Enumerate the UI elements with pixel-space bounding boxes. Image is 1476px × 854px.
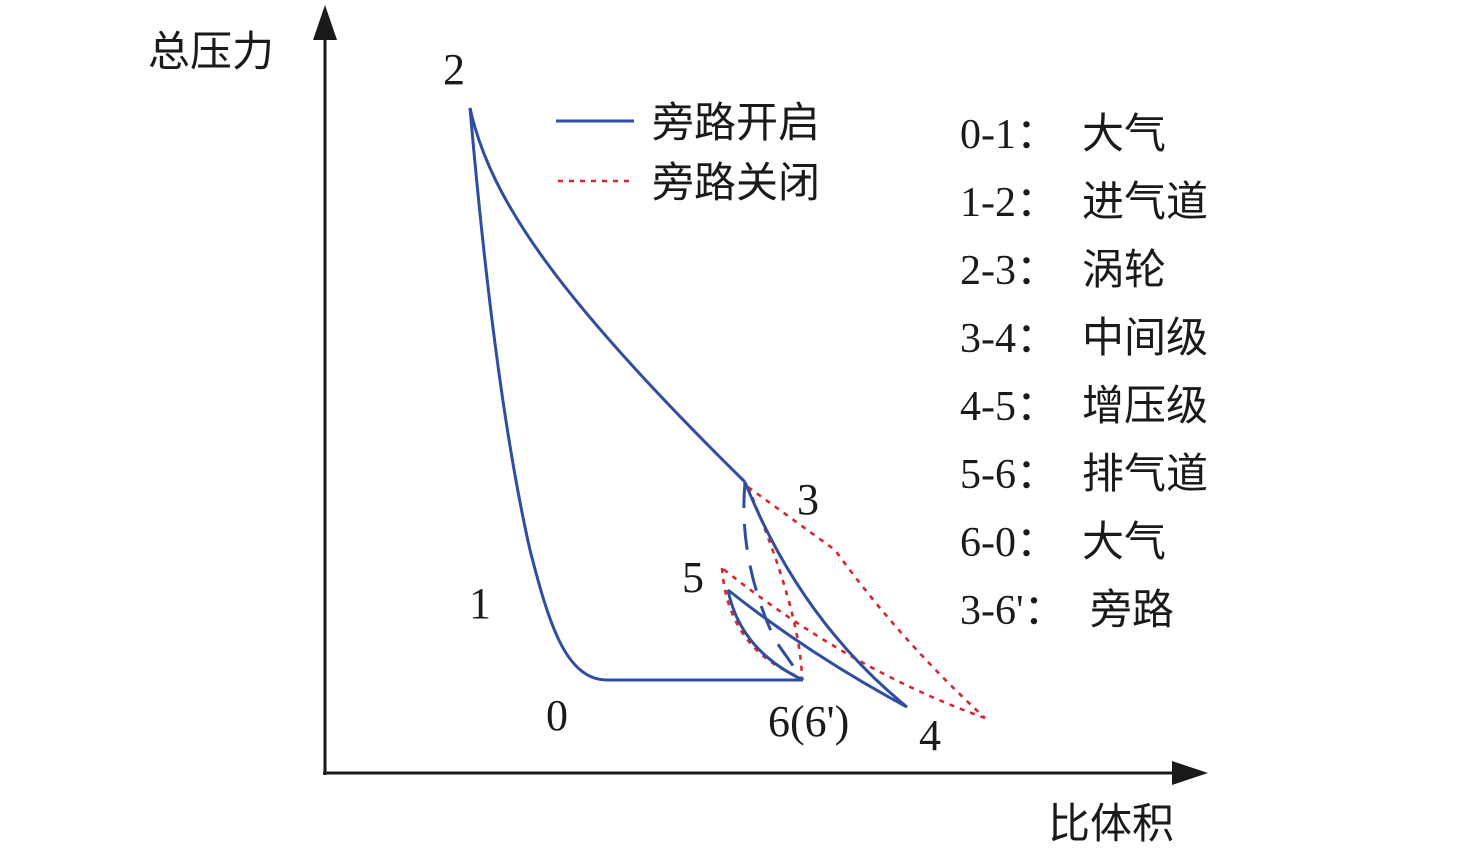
stage-item: 2-3： 涡轮 [960, 245, 1166, 294]
stage-range: 0-1： [960, 112, 1058, 158]
state-point-labels: 0 1 2 3 4 5 6(6') [443, 45, 941, 760]
open-path-5-6 [726, 589, 804, 682]
stage-item: 0-1： 大气 [960, 109, 1166, 158]
open-path-2-3 [468, 107, 747, 484]
y-axis-label: 总压力 [148, 27, 274, 76]
y-axis-arrow [313, 5, 337, 40]
stage-item: 4-5： 增压级 [960, 381, 1208, 430]
stage-list: 0-1： 大气 1-2： 进气道 2-3： 涡轮 3-4： 中间级 4-5： 增压级 5-… [960, 109, 1208, 634]
stage-range: 3-6'： [960, 588, 1066, 634]
x-axis-label: 比体积 [1048, 799, 1174, 848]
open-path-bypass-3-6 [742, 481, 805, 681]
open-path-3-4 [743, 481, 908, 709]
stage-range: 5-6： [960, 452, 1058, 498]
stage-range: 1-2： [960, 180, 1058, 226]
stage-name: 排气道 [1082, 449, 1208, 498]
axes: 总压力 比体积 [148, 5, 1208, 848]
stage-item: 3-4： 中间级 [960, 313, 1208, 362]
stage-name: 增压级 [1082, 381, 1208, 430]
stage-name: 旁路 [1090, 585, 1174, 634]
stage-name: 进气道 [1082, 177, 1208, 226]
stage-name: 涡轮 [1082, 245, 1166, 294]
stage-range: 2-3： [960, 248, 1058, 294]
closed-path-3-4 [747, 485, 986, 719]
stage-range: 3-4： [960, 316, 1058, 362]
open-path-0-1-2 [468, 107, 608, 682]
point-label-5: 5 [682, 553, 704, 602]
open-path-4-5 [727, 588, 908, 709]
stage-item: 3-6'： 旁路 [960, 585, 1174, 634]
stage-name: 大气 [1082, 517, 1166, 566]
x-axis-arrow [1172, 761, 1208, 785]
point-label-1: 1 [469, 579, 491, 628]
legend: 旁路开启 旁路关闭 [556, 98, 820, 207]
stage-name: 大气 [1082, 109, 1166, 158]
closed-path-4-5 [721, 566, 986, 720]
bypass-open-cycle [468, 107, 908, 709]
point-label-3: 3 [797, 475, 819, 524]
stage-item: 6-0： 大气 [960, 517, 1166, 566]
point-label-6: 6(6') [768, 697, 849, 746]
point-label-0: 0 [546, 691, 568, 740]
point-label-4: 4 [919, 711, 941, 760]
point-label-2: 2 [443, 45, 465, 94]
legend-label-closed: 旁路关闭 [652, 158, 820, 207]
legend-label-open: 旁路开启 [652, 98, 820, 147]
stage-item: 1-2： 进气道 [960, 177, 1208, 226]
stage-name: 中间级 [1082, 313, 1208, 362]
stage-range: 4-5： [960, 384, 1058, 430]
stage-range: 6-0： [960, 520, 1058, 566]
stage-item: 5-6： 排气道 [960, 449, 1208, 498]
